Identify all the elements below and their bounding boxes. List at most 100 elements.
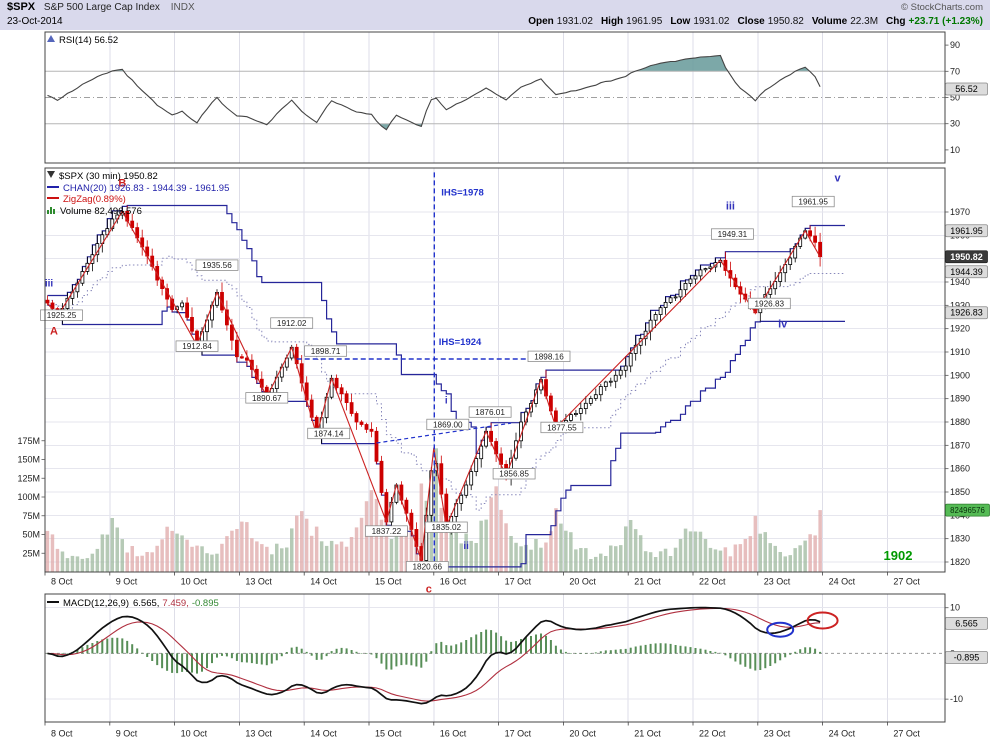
svg-text:20 Oct: 20 Oct [569, 577, 596, 587]
date-axis-labels: 8 Oct 8 Oct 9 Oct 9 Oct 10 Oct 10 Oct 13 Oct 13… [44, 572, 920, 739]
header: $SPX S&P 500 Large Cap Index INDX © Stoc… [0, 0, 990, 30]
svg-text:90: 90 [950, 40, 960, 50]
svg-text:21 Oct: 21 Oct [634, 729, 661, 739]
svg-text:27 Oct: 27 Oct [893, 577, 920, 587]
svg-text:1835.02: 1835.02 [431, 523, 461, 532]
quote-volume-label: Volume [811, 16, 848, 27]
quote-low-label: Low [670, 16, 691, 27]
svg-text:175M: 175M [17, 436, 40, 446]
exchange-label: INDX [170, 2, 195, 13]
svg-text:-10: -10 [950, 694, 963, 704]
svg-text:15 Oct: 15 Oct [375, 577, 402, 587]
quote-volume-value: 22.3M [850, 16, 879, 27]
price-target-label: 1902 [884, 548, 913, 563]
header-title-row: $SPX S&P 500 Large Cap Index INDX © Stoc… [7, 1, 983, 15]
svg-text:25M: 25M [22, 548, 40, 558]
svg-text:82496576: 82496576 [950, 506, 985, 515]
svg-text:9 Oct: 9 Oct [116, 729, 138, 739]
svg-text:10: 10 [950, 145, 960, 155]
svg-text:c: c [426, 583, 432, 595]
quote-high-label: High [600, 16, 624, 27]
svg-text:1930: 1930 [950, 300, 970, 310]
copyright: © StockCharts.com [901, 2, 983, 13]
svg-text:125M: 125M [17, 473, 40, 483]
svg-text:14 Oct: 14 Oct [310, 577, 337, 587]
svg-text:iv: iv [778, 319, 788, 331]
svg-text:22 Oct: 22 Oct [699, 729, 726, 739]
svg-text:10: 10 [950, 603, 960, 613]
quote-close-label: Close [737, 16, 765, 27]
svg-text:1949.31: 1949.31 [718, 230, 748, 239]
svg-text:1877.55: 1877.55 [547, 423, 577, 432]
svg-text:56.52: 56.52 [955, 84, 978, 94]
svg-text:1961.95: 1961.95 [798, 198, 828, 207]
svg-text:B: B [118, 177, 126, 189]
svg-text:17 Oct: 17 Oct [505, 729, 532, 739]
svg-text:A: A [50, 326, 58, 338]
svg-text:8 Oct: 8 Oct [51, 577, 73, 587]
svg-text:1870: 1870 [950, 440, 970, 450]
svg-text:1898.16: 1898.16 [534, 352, 564, 361]
quote-close-value: 1950.82 [767, 16, 804, 27]
svg-text:-0.895: -0.895 [954, 653, 980, 663]
quote-chg-label: Chg [886, 16, 906, 27]
axis-badges: 1961.95 1950.82 1944.39 1926.83 82496576 56.5… [945, 82, 990, 664]
svg-text:20 Oct: 20 Oct [569, 729, 596, 739]
symbol-name: S&P 500 Large Cap Index [43, 2, 160, 13]
svg-text:23 Oct: 23 Oct [764, 729, 791, 739]
macd-circle-annotation [766, 621, 795, 638]
svg-text:1950.82: 1950.82 [950, 252, 983, 262]
svg-text:24 Oct: 24 Oct [829, 729, 856, 739]
svg-text:1890: 1890 [950, 394, 970, 404]
svg-text:1900: 1900 [950, 370, 970, 380]
quote-line: Open 1931.02 High 1961.95 Low 1931.02 Close 195… [520, 16, 983, 27]
quote-open-label: Open [528, 16, 554, 27]
rsi-panel [45, 54, 945, 131]
svg-text:15 Oct: 15 Oct [375, 729, 402, 739]
svg-text:iii: iii [726, 201, 735, 213]
svg-text:1876.01: 1876.01 [475, 408, 505, 417]
svg-text:6.565: 6.565 [955, 618, 978, 628]
svg-text:8 Oct: 8 Oct [51, 729, 73, 739]
svg-text:13 Oct: 13 Oct [245, 729, 272, 739]
svg-text:100M: 100M [17, 492, 40, 502]
svg-text:1912.84: 1912.84 [182, 342, 212, 351]
gridlines [45, 32, 945, 722]
svg-text:1890.67: 1890.67 [252, 394, 282, 403]
svg-text:10 Oct: 10 Oct [181, 729, 208, 739]
svg-text:ii: ii [463, 541, 469, 552]
svg-text:1925.25: 1925.25 [47, 311, 77, 320]
svg-text:1935.56: 1935.56 [202, 261, 232, 270]
svg-text:22 Oct: 22 Oct [699, 577, 726, 587]
pivot-price-labels: 1925.25 1935.56 1912.84 1890.67 1912.02 1874.… [40, 195, 835, 573]
svg-text:16 Oct: 16 Oct [440, 577, 467, 587]
svg-text:150M: 150M [17, 455, 40, 465]
quote-low-value: 1931.02 [693, 16, 730, 27]
svg-text:1837.22: 1837.22 [372, 527, 402, 536]
svg-text:17 Oct: 17 Oct [505, 577, 532, 587]
svg-text:1820.66: 1820.66 [412, 563, 442, 572]
ihs-label: IHS=1978 [441, 188, 484, 199]
macd-circle-annotation [806, 611, 839, 630]
quote-open-value: 1931.02 [556, 16, 593, 27]
svg-text:21 Oct: 21 Oct [634, 577, 661, 587]
quote-high-value: 1961.95 [626, 16, 663, 27]
svg-text:1850: 1850 [950, 487, 970, 497]
svg-text:1820: 1820 [950, 557, 970, 567]
svg-text:10 Oct: 10 Oct [181, 577, 208, 587]
svg-text:1874.14: 1874.14 [314, 429, 344, 438]
svg-text:iii: iii [45, 279, 54, 290]
svg-text:1898.71: 1898.71 [311, 347, 341, 356]
chart-date: 23-Oct-2014 [7, 16, 63, 27]
svg-text:1869.00: 1869.00 [433, 420, 463, 429]
svg-text:1830: 1830 [950, 534, 970, 544]
svg-text:9 Oct: 9 Oct [116, 577, 138, 587]
header-quote-row: 23-Oct-2014 Open 1931.02 High 1961.95 Low 193… [7, 16, 983, 29]
svg-text:1860: 1860 [950, 464, 970, 474]
svg-text:1940: 1940 [950, 277, 970, 287]
svg-text:1926.83: 1926.83 [754, 299, 784, 308]
svg-text:1944.39: 1944.39 [950, 267, 983, 277]
svg-text:1961.95: 1961.95 [950, 226, 983, 236]
